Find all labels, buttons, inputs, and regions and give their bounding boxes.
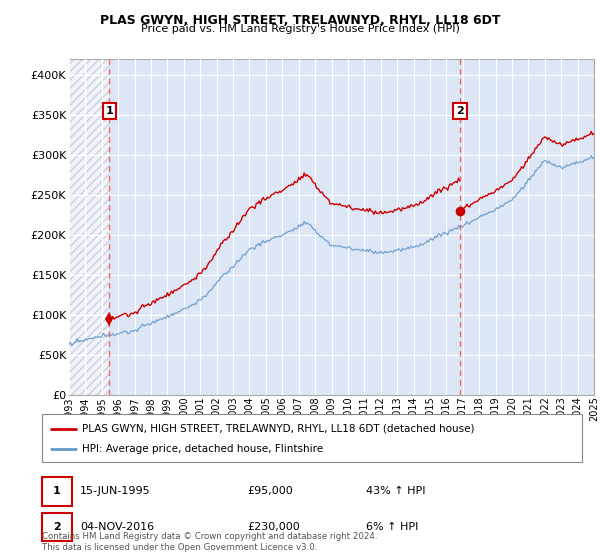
- Text: 2: 2: [456, 106, 464, 116]
- Text: 6% ↑ HPI: 6% ↑ HPI: [366, 522, 418, 532]
- Text: 15-JUN-1995: 15-JUN-1995: [80, 486, 151, 496]
- Text: PLAS GWYN, HIGH STREET, TRELAWNYD, RHYL, LL18 6DT (detached house): PLAS GWYN, HIGH STREET, TRELAWNYD, RHYL,…: [83, 424, 475, 433]
- Text: 43% ↑ HPI: 43% ↑ HPI: [366, 486, 425, 496]
- Text: 1: 1: [106, 106, 113, 116]
- Bar: [42, 512, 72, 541]
- Text: 2: 2: [53, 522, 61, 532]
- Text: 1: 1: [53, 486, 61, 496]
- Bar: [69, 59, 109, 395]
- Bar: [42, 477, 72, 506]
- Text: 04-NOV-2016: 04-NOV-2016: [80, 522, 154, 532]
- Text: Contains HM Land Registry data © Crown copyright and database right 2024.
This d: Contains HM Land Registry data © Crown c…: [42, 532, 377, 552]
- Text: Price paid vs. HM Land Registry's House Price Index (HPI): Price paid vs. HM Land Registry's House …: [140, 24, 460, 34]
- Text: PLAS GWYN, HIGH STREET, TRELAWNYD, RHYL, LL18 6DT: PLAS GWYN, HIGH STREET, TRELAWNYD, RHYL,…: [100, 14, 500, 27]
- Text: £230,000: £230,000: [247, 522, 300, 532]
- Text: HPI: Average price, detached house, Flintshire: HPI: Average price, detached house, Flin…: [83, 444, 323, 454]
- Text: £95,000: £95,000: [247, 486, 293, 496]
